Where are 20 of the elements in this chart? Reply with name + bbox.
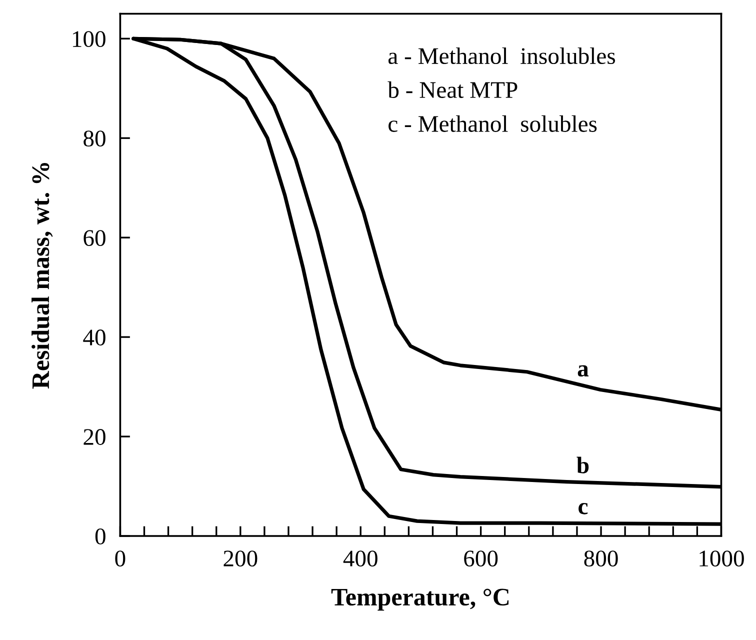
x-tick-label: 600	[464, 550, 498, 567]
y-tick-label: 40	[83, 330, 106, 346]
annotation: a - Methanol insolubles	[388, 47, 616, 64]
x-tick-label: 1000	[700, 550, 744, 567]
y-tick-label: 100	[72, 31, 106, 48]
y-tick-label: 60	[84, 230, 106, 246]
x-tick-label: 200	[224, 550, 258, 567]
y-tick-label: 80	[84, 130, 106, 147]
series-label: a	[578, 365, 589, 377]
x-tick-label: 800	[584, 550, 618, 567]
series-label: b	[576, 456, 589, 474]
y-axis-title: Residual mass, wt. %	[32, 162, 53, 389]
x-tick-label: 0	[115, 550, 126, 567]
x-tick-label: 400	[343, 550, 378, 567]
series-label: c	[578, 502, 588, 514]
y-tick-label: 20	[84, 429, 106, 445]
annotation: c - Methanol solubles	[388, 115, 597, 132]
x-axis-title: Temperature, °C	[331, 588, 509, 611]
y-tick-label: 0	[95, 528, 106, 544]
annotation: b - Neat MTP	[388, 81, 518, 98]
